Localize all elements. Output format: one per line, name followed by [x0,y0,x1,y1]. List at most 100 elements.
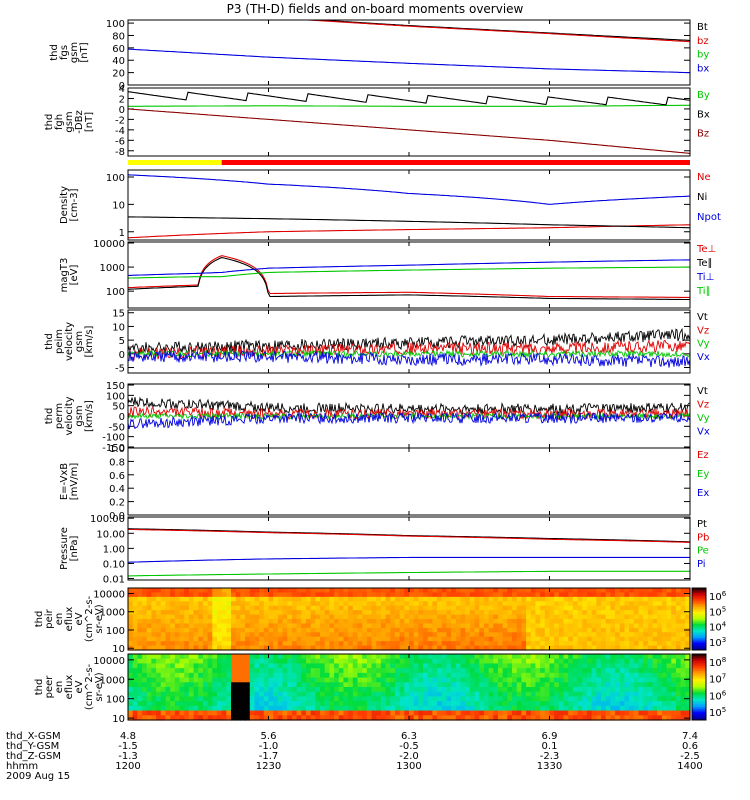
heatmap-cell [563,696,569,702]
heatmap-cell [254,715,260,721]
heatmap-cell [128,605,134,611]
heatmap-cell [633,627,640,633]
heatmap-cell [376,691,382,698]
heatmap-cell [287,682,293,688]
panel-ylabel: sr-eV) [94,604,105,633]
heatmap-cell [132,610,138,616]
heatmap-cell [582,636,588,642]
heatmap-cell [188,614,195,620]
heatmap-cell [249,682,256,688]
colorbar-cell [692,691,706,695]
heatmap-cell [160,636,167,642]
heatmap-cell [661,627,668,633]
heatmap-cell [591,636,597,642]
heatmap-cell [586,677,593,683]
heatmap-cell [441,601,448,607]
heatmap-cell [245,592,251,598]
heatmap-cell [390,641,396,647]
heatmap-cell [647,610,654,616]
heatmap-cell [638,636,644,642]
heatmap-cell [380,601,387,607]
heatmap-cell [329,601,335,607]
heatmap-cell [497,677,504,683]
heatmap-cell [165,701,171,707]
heatmap-cell [259,588,265,594]
heatmap-cell [540,645,546,651]
heatmap-cell [497,627,504,633]
heatmap-cell [132,691,138,698]
heatmap-cell [268,641,274,647]
heatmap-cell [474,672,480,679]
heatmap-cell [320,632,326,638]
colorbar-cell [692,634,706,637]
heatmap-cell [371,645,377,651]
heatmap-cell [287,668,293,674]
heatmap-cell [469,677,476,683]
heatmap-cell [512,658,518,665]
heatmap-cell [586,687,593,693]
heatmap-cell [329,668,335,674]
heatmap-cell [357,641,363,647]
heatmap-cell [207,687,213,693]
heatmap-cell [380,645,387,651]
heatmap-cell [666,610,672,616]
panel-ylabel: peer [44,675,55,699]
heatmap-cell [212,619,218,625]
heatmap-cell [671,691,677,698]
heatmap-cell [212,715,218,721]
heatmap-cell [128,614,134,620]
heatmap-cell [675,619,682,625]
heatmap-cell [446,588,452,594]
heatmap-cell [324,672,330,679]
heatmap-cell [563,605,569,611]
heatmap-cell [348,677,354,683]
heatmap-cell [226,641,232,647]
heatmap-cell [146,701,153,707]
heatmap-cell [165,691,171,698]
heatmap-cell [128,619,134,625]
heatmap-cell [423,588,429,594]
heatmap-cell [469,610,476,616]
heatmap-cell [661,654,668,660]
heatmap-cell [652,691,658,698]
heatmap-cell [427,592,434,598]
heatmap-cell [380,654,387,660]
heatmap-cell [137,610,143,616]
heatmap-cell [568,610,574,616]
heatmap-cell [493,668,499,674]
heatmap-cell [601,627,607,633]
heatmap-cell [521,705,527,712]
heatmap-cell [179,672,185,679]
heatmap-cell [156,687,162,693]
panel-frame [127,516,691,581]
heatmap-cell [652,632,658,638]
heatmap-cell [371,610,377,616]
heatmap-cell [212,663,218,669]
heatmap-cell [385,682,391,688]
heatmap-cell [301,668,307,674]
heatmap-cell [394,663,401,669]
heatmap-cell [643,677,649,683]
heatmap-cell [254,605,260,611]
heatmap-cell [174,641,181,647]
heatmap-cell [572,715,579,721]
heatmap-cell [376,627,382,633]
heatmap-cell [441,592,448,598]
heatmap-cell [216,715,223,721]
heatmap-cell [352,632,359,638]
heatmap-cell [441,627,448,633]
heatmap-cell [479,715,485,721]
heatmap-cell [586,654,593,660]
heatmap-cell [479,658,485,665]
heatmap-cell [427,658,434,665]
heatmap-cell [582,645,588,651]
heatmap-cell [357,705,363,712]
heatmap-cell [526,691,532,698]
heatmap-cell [455,605,462,611]
heatmap-cell [221,623,227,629]
heatmap-cell [132,601,138,607]
heatmap-cell [441,654,448,660]
heatmap-cell [305,701,312,707]
heatmap-cell [366,592,373,598]
panel-ylabel: [nPa] [69,535,80,561]
